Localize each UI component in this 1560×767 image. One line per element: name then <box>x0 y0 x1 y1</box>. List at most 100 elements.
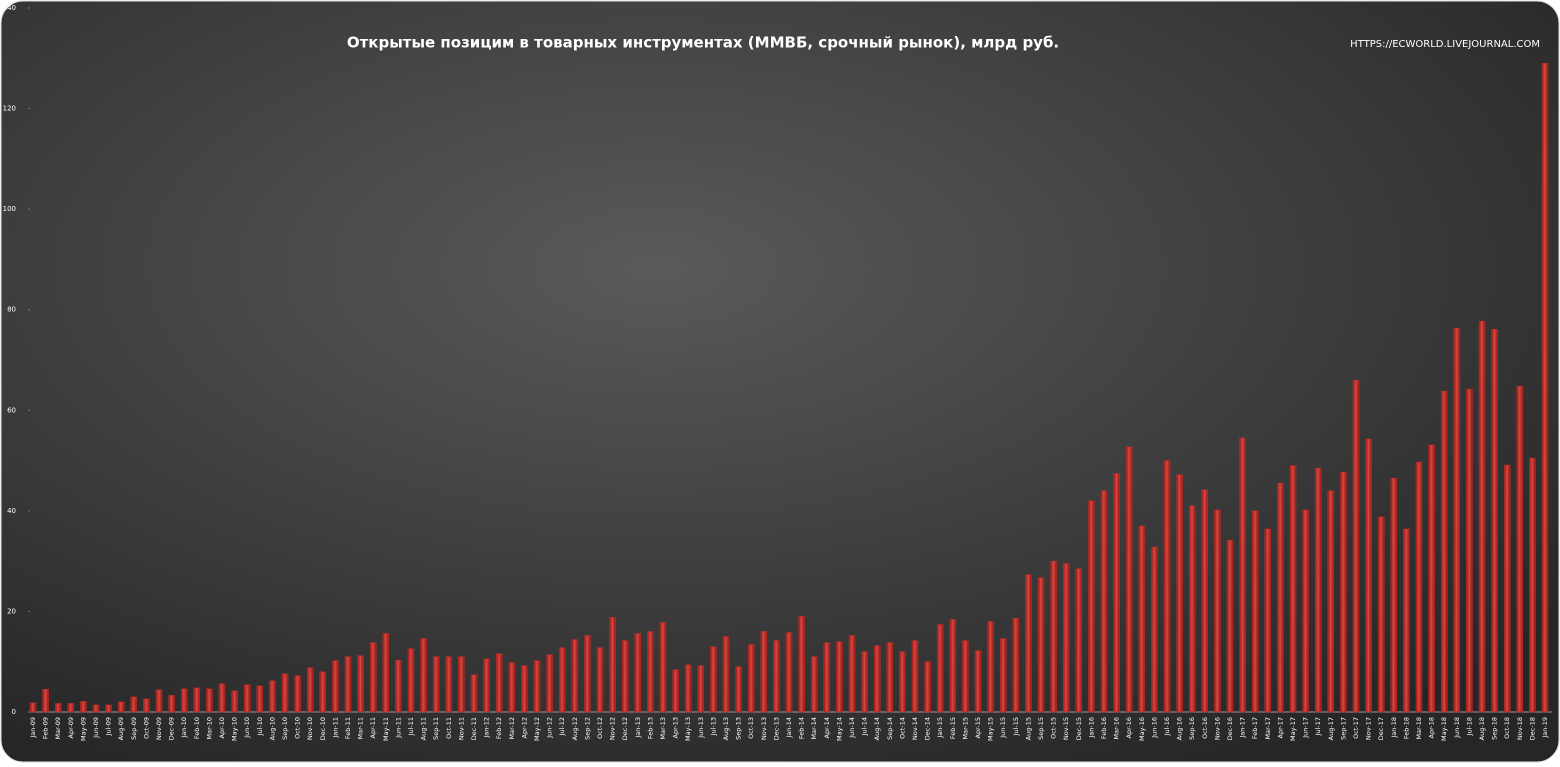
bar <box>420 638 427 713</box>
x-tick-label: Feb-16 <box>1100 717 1108 739</box>
x-tick-label: Sep-18 <box>1491 717 1499 740</box>
x-tick-label: Oct-18 <box>1503 717 1511 739</box>
x-tick-label: Dec-09 <box>168 717 176 740</box>
x-tick-label: Aug-11 <box>420 717 428 740</box>
x-tick-label: Jun-15 <box>999 717 1007 739</box>
bar <box>80 701 87 713</box>
bar <box>256 685 264 713</box>
bar <box>1377 516 1385 713</box>
x-tick-label: Mar-16 <box>1113 717 1121 739</box>
bar <box>974 650 982 713</box>
bar <box>1440 390 1448 713</box>
x-tick-label: Mar-13 <box>659 717 667 739</box>
bar <box>571 639 579 713</box>
x-tick-label: Mar-12 <box>508 717 516 739</box>
x-tick-label: Dec-10 <box>319 717 327 740</box>
bar <box>1503 464 1511 713</box>
x-tick-label: Jul-16 <box>1163 717 1171 736</box>
x-tick-label: Jul-12 <box>558 717 566 736</box>
x-tick-label: Apr-14 <box>823 717 831 738</box>
bar <box>1541 63 1549 713</box>
bar <box>836 641 843 713</box>
x-tick-label: Apr-16 <box>1125 717 1133 738</box>
bar <box>747 644 755 713</box>
bar <box>243 684 251 713</box>
bar <box>899 651 906 713</box>
x-tick-label: Oct-10 <box>294 717 302 739</box>
bar <box>1251 510 1259 713</box>
x-tick-label: May-10 <box>231 717 239 741</box>
x-tick-label: Jan-11 <box>331 717 339 739</box>
x-tick-label: Sep-16 <box>1188 717 1196 740</box>
bar <box>1125 446 1133 713</box>
x-tick-label: Jul-14 <box>861 717 869 736</box>
bar <box>445 656 453 713</box>
x-tick-label: Feb-10 <box>193 717 201 739</box>
bar <box>1075 568 1083 713</box>
watermark: HTTPS://ECWORLD.LIVEJOURNAL.COM <box>1350 39 1540 50</box>
bar <box>924 661 931 713</box>
x-tick-label: Aug-17 <box>1327 717 1335 740</box>
x-tick-label: May-09 <box>79 717 87 741</box>
x-tick-label: Jul-13 <box>709 717 717 736</box>
bar <box>1491 329 1498 713</box>
x-tick-label: Oct-17 <box>1352 717 1360 739</box>
x-tick-label: Nov-15 <box>1062 717 1070 740</box>
x-tick-label: Sep-17 <box>1339 717 1347 740</box>
x-tick-label: Nov-17 <box>1365 717 1373 740</box>
bar <box>357 655 364 713</box>
bar <box>1100 490 1108 713</box>
x-tick-label: Oct-11 <box>445 717 453 739</box>
x-tick-label: Nov-12 <box>609 717 617 740</box>
x-tick-label: Jan-19 <box>1541 717 1549 739</box>
bar <box>495 653 503 713</box>
x-tick-label: Jun-10 <box>243 717 251 739</box>
x-tick-label: Sep-13 <box>735 717 743 740</box>
bar <box>319 671 327 713</box>
y-tick-label: 140 <box>3 4 16 12</box>
bar <box>1352 379 1360 713</box>
bar <box>1302 509 1309 713</box>
x-tick-label: Oct-16 <box>1201 717 1209 739</box>
x-tick-label: Mar-18 <box>1415 717 1423 739</box>
x-tick-label: Dec-13 <box>772 717 780 740</box>
x-tick-label: May-12 <box>533 717 541 741</box>
bar <box>193 687 201 713</box>
x-tick-label: Oct-12 <box>596 717 604 739</box>
bar <box>697 665 705 713</box>
bar <box>1188 505 1196 713</box>
bar <box>395 659 402 713</box>
x-tick-label: Jan-14 <box>785 717 793 739</box>
bar <box>281 673 289 713</box>
bar <box>987 621 994 713</box>
x-tick-label: Feb-15 <box>949 717 957 739</box>
y-tick-label: 40 <box>7 507 16 515</box>
bar <box>735 666 742 713</box>
x-tick-label: Dec-14 <box>924 717 932 740</box>
bar <box>1226 539 1234 713</box>
y-tick-label: 60 <box>7 406 16 414</box>
x-tick-label: Jan-12 <box>483 717 491 739</box>
bar <box>1466 388 1473 713</box>
bar <box>105 704 112 713</box>
x-tick-label: Aug-12 <box>571 717 579 740</box>
x-tick-label: Feb-09 <box>42 717 50 739</box>
bar <box>647 631 654 713</box>
bar <box>911 640 919 713</box>
bar <box>533 660 541 713</box>
x-tick-label: May-13 <box>684 717 692 741</box>
x-tick-label: Jun-16 <box>1150 717 1158 739</box>
bar <box>1277 482 1284 713</box>
x-tick-label: Jul-18 <box>1465 717 1473 736</box>
bar <box>1478 321 1486 713</box>
bar <box>458 656 465 713</box>
bar <box>470 674 478 713</box>
bar <box>1415 461 1423 713</box>
bar <box>823 642 831 713</box>
bar <box>155 689 163 713</box>
x-tick-label: Mar-11 <box>357 717 365 739</box>
bar <box>1239 437 1246 713</box>
bar <box>29 702 37 713</box>
